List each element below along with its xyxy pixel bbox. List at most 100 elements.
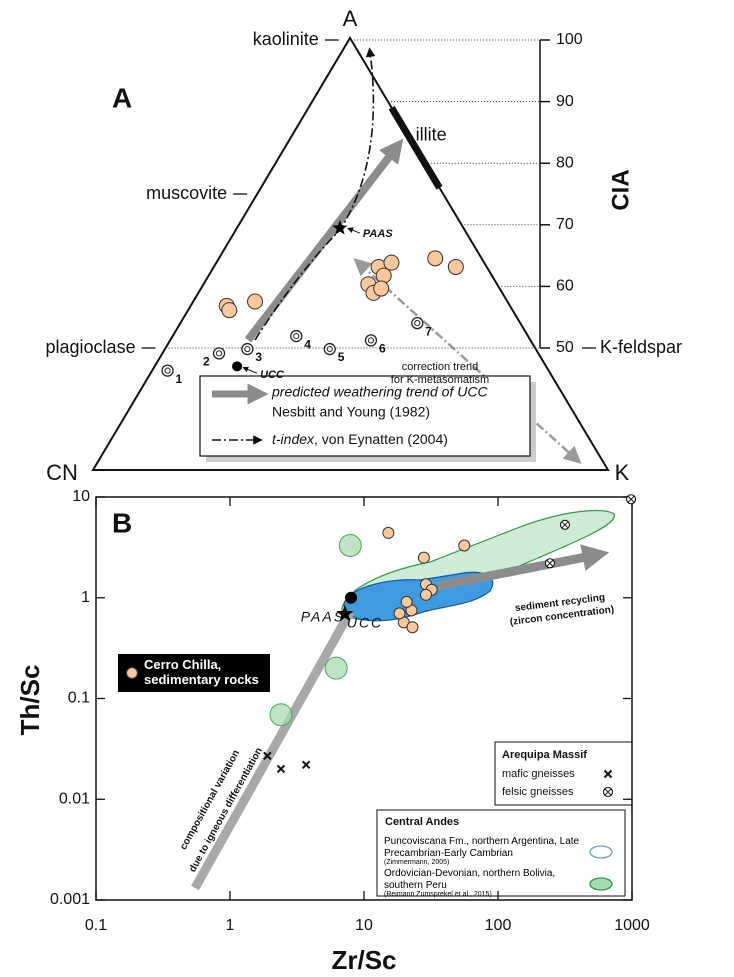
x-in-ring: [627, 495, 635, 503]
vertex-label: CN: [46, 460, 78, 485]
reference-point: [411, 316, 424, 330]
panel-label: B: [112, 507, 132, 538]
reference-point: [332, 220, 348, 235]
correction-trend: [353, 258, 582, 464]
ring-inner: [293, 332, 300, 340]
legend-entry: mafic gneisses: [502, 768, 575, 780]
ring-inner: [244, 345, 251, 353]
sample-point: [375, 267, 392, 284]
y-tick-label: 1: [81, 589, 90, 606]
gneiss-point: [544, 558, 555, 569]
pointer: [242, 366, 258, 374]
y-tick-label: 50: [556, 339, 574, 356]
panel-label: A: [112, 82, 132, 113]
y-tick-label: 0.1: [68, 690, 90, 707]
legend-entry: Cerro Chilla, sedimentary rocks: [144, 657, 259, 687]
vertex-label: K: [615, 460, 630, 485]
legend-marker: [602, 786, 614, 798]
reference-label: 7: [425, 324, 432, 338]
reference-point: [161, 364, 174, 377]
legend-source: (Zimmermann, 2005): [384, 859, 450, 866]
ring-inner: [215, 350, 223, 357]
mineral-label: plagioclase: [46, 337, 136, 357]
reference-label: PAAS: [363, 228, 393, 240]
reference-label: 5: [338, 350, 345, 364]
reference-label: 4: [304, 337, 311, 351]
weathering-trend: [244, 138, 404, 343]
y-tick-label: 60: [556, 278, 574, 295]
mineral-label: muscovite: [146, 183, 227, 203]
gneiss-point: [626, 494, 637, 505]
reference-label: 6: [379, 342, 386, 356]
sample-legend-box: [118, 654, 270, 692]
legend-swatch: [589, 845, 613, 859]
sample-point: [447, 258, 464, 275]
gneiss-point: [263, 751, 272, 760]
mineral-label: illite: [416, 125, 447, 145]
x-in-ring: [561, 521, 569, 529]
sample-point: [338, 534, 362, 558]
andes-legend-box: [376, 809, 626, 897]
reference-point: [336, 605, 354, 622]
ring-inner: [414, 320, 421, 327]
mineral-label: kaolinite: [253, 29, 319, 49]
sample-point: [393, 607, 406, 620]
ring-inner: [164, 367, 171, 374]
sample-point: [383, 254, 400, 271]
reference-point: [232, 361, 243, 372]
sample-point: [247, 293, 264, 310]
sample-point: [373, 280, 390, 297]
reference-point: [241, 342, 254, 356]
y-tick-label: 10: [72, 488, 90, 505]
ring-inner: [326, 345, 333, 353]
y-tick-label: 80: [556, 154, 574, 171]
sample-point: [400, 595, 413, 608]
sample-point: [324, 656, 348, 680]
sample-point: [406, 621, 419, 634]
legend-text: predicted weathering trend of UCC: [271, 384, 488, 400]
reference-point: [364, 334, 378, 347]
legend-title: Arequipa Massif: [502, 749, 587, 761]
sample-point: [382, 526, 395, 539]
x-tick-label: 10: [355, 917, 373, 934]
legend-title: Central Andes: [385, 816, 459, 828]
ring-inner: [367, 337, 375, 344]
y-tick-label: 0.01: [59, 790, 90, 807]
reference-label: 3: [255, 350, 262, 364]
legend-entry: felsic gneisses: [502, 786, 574, 798]
reference-point: [323, 342, 336, 356]
annotation: for K-metasomatism: [391, 374, 489, 386]
legend-marker: [603, 769, 613, 779]
reference-label: 1: [176, 372, 183, 386]
x-axis-title: Zr/Sc: [331, 945, 396, 975]
y-tick-label: 0.001: [50, 891, 90, 908]
legend-swatch: [589, 877, 613, 891]
recycling-trend: [437, 544, 610, 591]
gneiss-point: [301, 760, 311, 769]
pointer: [347, 227, 361, 234]
y-tick-label: 100: [556, 31, 583, 48]
mineral-label: K-feldspar: [600, 337, 682, 357]
legend-source: (Reimann Zumsprekel et al., 2015): [384, 891, 492, 898]
legend-name: t-index: [272, 431, 315, 447]
x-in-ring: [604, 788, 612, 796]
sample-point: [427, 250, 444, 267]
x-tick-label: 1: [226, 917, 235, 934]
legend-text: Nesbitt and Young (1982): [272, 404, 430, 420]
reference-point: [212, 347, 226, 360]
gneiss-point: [276, 764, 286, 774]
reference-label: 2: [203, 355, 210, 369]
legend-source: , von Eynatten (2004): [314, 431, 448, 447]
axis-title: CIA: [607, 169, 634, 210]
x-tick-label: 100: [485, 917, 512, 934]
sample-point: [221, 302, 238, 319]
legend-entry: Ordovician-Devonian, northern Bolivia, s…: [384, 868, 556, 891]
sample-point: [417, 551, 430, 564]
reference-label: PAAS: [301, 609, 345, 625]
x-in-ring: [546, 559, 554, 567]
y-tick-label: 70: [556, 216, 574, 233]
reference-point: [290, 329, 303, 343]
ternary-frame: [91, 36, 610, 471]
